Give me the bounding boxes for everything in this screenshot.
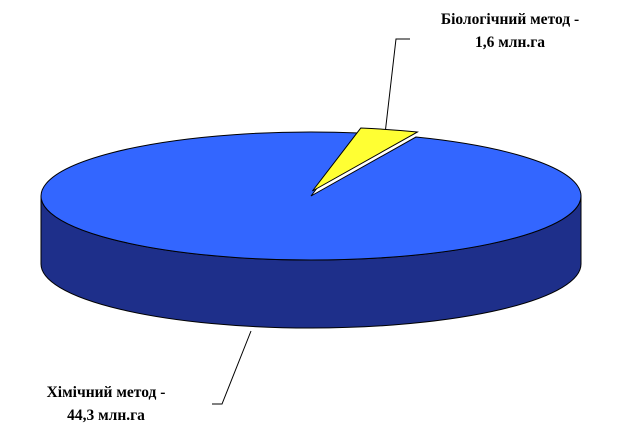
leader-line-chemical-method (212, 330, 252, 405)
data-label-chemical-method: Хімічний метод - 44,3 млн.га (0, 381, 212, 427)
data-label-biological-method-line2: 1,6 млн.га (474, 34, 546, 51)
data-label-chemical-method-line2: 44,3 млн.га (67, 407, 145, 424)
slice-chemical-method (40, 131, 582, 261)
data-label-biological-method: Біологічний метод - 1,6 млн.га (392, 8, 628, 54)
data-label-chemical-method-line1: Хімічний метод - (46, 384, 166, 401)
leader-lines (212, 38, 410, 405)
slice-biological-method (312, 127, 419, 192)
data-label-biological-method-line1: Біологічний метод - (440, 11, 580, 28)
leader-line-biological-method (385, 38, 410, 130)
pie-layer (40, 127, 582, 329)
